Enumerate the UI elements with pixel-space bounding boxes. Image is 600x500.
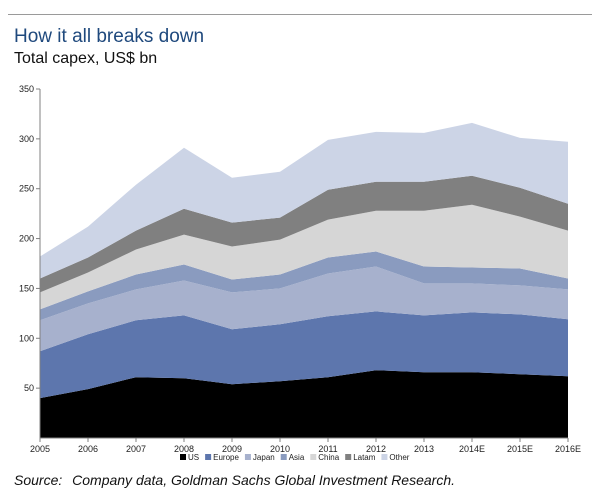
- y-tick-label: 50: [24, 383, 34, 393]
- area-series-group: [40, 122, 568, 438]
- x-tick-label: 2012: [366, 444, 386, 454]
- legend-swatch-europe: [205, 454, 212, 460]
- area-series-europe: [40, 311, 568, 399]
- source-text: Company data, Goldman Sachs Global Inves…: [72, 472, 456, 488]
- legend-swatch-asia: [280, 454, 287, 460]
- legend-label-asia: Asia: [289, 453, 305, 462]
- legend-label-latam: Latam: [353, 453, 376, 462]
- area-series-japan: [40, 266, 568, 352]
- chart-title: How it all breaks down: [14, 26, 205, 47]
- area-series-other: [40, 122, 568, 279]
- area-series-us: [40, 370, 568, 438]
- source-note: Source: Company data, Goldman Sachs Glob…: [14, 472, 455, 488]
- top-rule: [8, 14, 592, 15]
- x-tick-label: 2009: [222, 444, 242, 454]
- legend: US Europe Japan Asia China Latam Other: [180, 453, 410, 462]
- legend-swatch-china: [310, 454, 317, 460]
- y-tick-label: 300: [19, 134, 34, 144]
- x-tick-label: 2007: [126, 444, 146, 454]
- legend-swatch-us: [180, 454, 186, 460]
- x-tick-label: 2008: [174, 444, 194, 454]
- axes: [39, 89, 568, 439]
- legend-swatch-other: [381, 454, 388, 460]
- x-tick-label: 2015E: [507, 444, 533, 454]
- x-tick-label: 2005: [30, 444, 50, 454]
- x-tick-label: 2006: [78, 444, 98, 454]
- y-tick-label: 250: [19, 184, 34, 194]
- y-tick-label: 150: [19, 283, 34, 293]
- y-tick-label: 200: [19, 234, 34, 244]
- area-series-asia: [40, 251, 568, 321]
- x-tick-label: 2013: [414, 444, 434, 454]
- legend-label-other: Other: [389, 453, 409, 462]
- y-tick-label: 100: [19, 333, 34, 343]
- y-tick-label: 350: [19, 84, 34, 94]
- legend-swatch-japan: [244, 454, 251, 460]
- area-series-china: [40, 204, 568, 310]
- legend-label-europe: Europe: [213, 453, 239, 462]
- area-series-latam: [40, 175, 568, 293]
- legend-swatch-latam: [345, 454, 352, 460]
- y-axis-ticks: 50 100 150 200 250 300 350: [19, 84, 40, 393]
- legend-label-japan: Japan: [253, 453, 275, 462]
- x-tick-label: 2011: [318, 444, 337, 454]
- legend-label-china: China: [318, 453, 339, 462]
- chart-subtitle: Total capex, US$ bn: [14, 50, 158, 67]
- legend-label-us: US: [188, 453, 199, 462]
- x-axis-ticks: 2005 2006 2007 2008 2009 2010 2011 2012 2013 2014…: [30, 438, 581, 454]
- source-label: Source:: [14, 472, 63, 488]
- x-tick-label: 2016E: [555, 444, 581, 454]
- x-tick-label: 2014E: [459, 444, 485, 454]
- x-tick-label: 2010: [270, 444, 290, 454]
